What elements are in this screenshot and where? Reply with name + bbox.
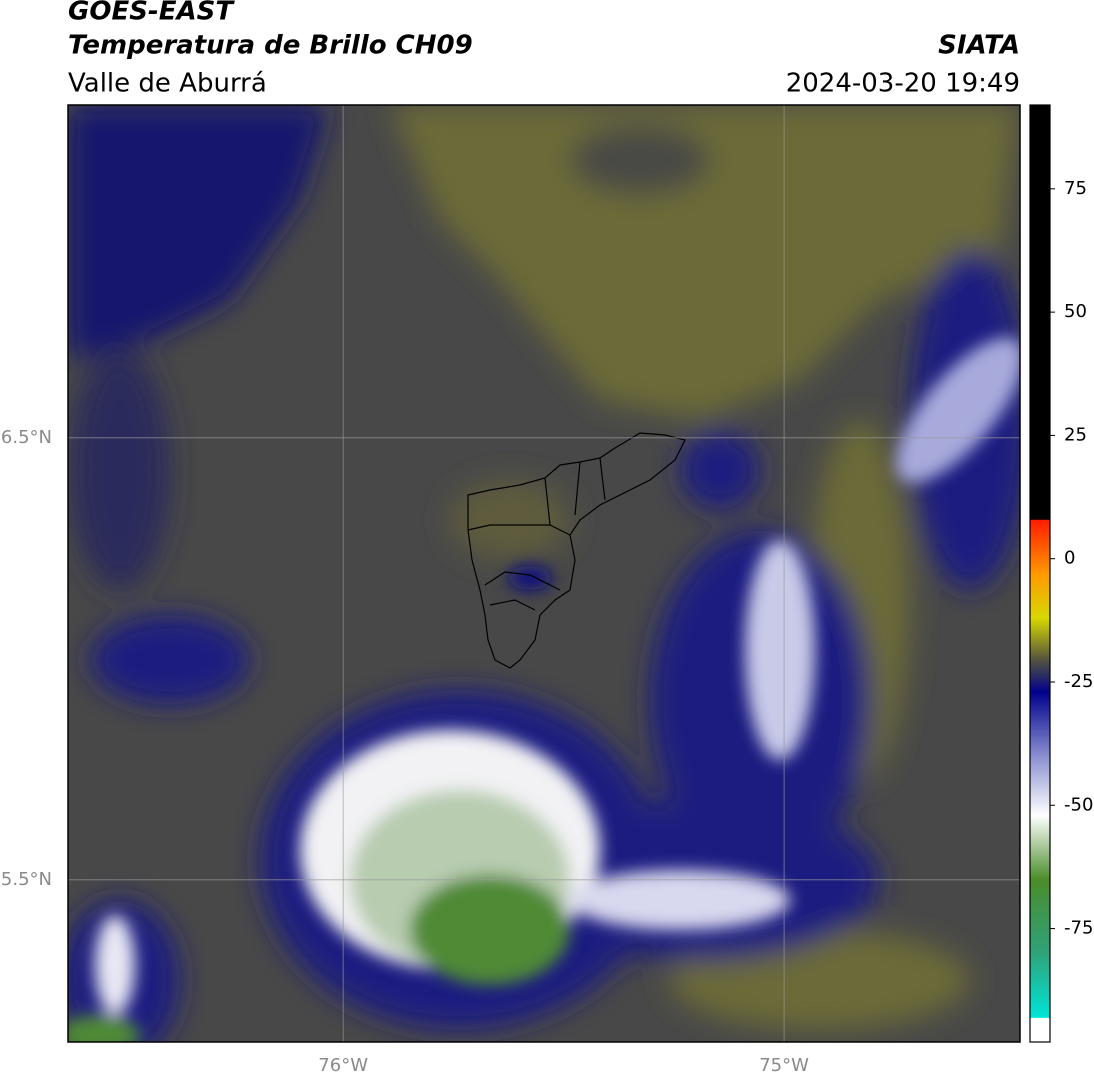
lat-label: 6.5°N <box>1 427 52 448</box>
colorbar-segment <box>1030 755 1050 816</box>
region: Valle de Aburrá <box>68 69 267 99</box>
colorbar-tick-label: -75 <box>1064 918 1093 939</box>
colorbar-segment <box>1030 879 1050 954</box>
source: SIATA <box>938 31 1020 61</box>
colorbar-tick-label: -25 <box>1064 671 1093 692</box>
colorbar-segment <box>1030 691 1050 757</box>
colorbar-frame <box>1029 104 1051 1043</box>
lat-label: 5.5°N <box>1 869 52 890</box>
colorbar-tick-label: -50 <box>1064 794 1093 815</box>
colorbar-tick-label: 75 <box>1064 178 1087 199</box>
colorbar-segment <box>1030 617 1050 658</box>
map-frame <box>67 104 1021 1043</box>
satellite-image <box>68 105 1020 1042</box>
colorbar-segment <box>1030 953 1050 1018</box>
colorbar-segment <box>1030 657 1050 693</box>
subtitle: Temperatura de Brillo CH09 <box>68 31 473 61</box>
lon-label: 76°W <box>318 1055 368 1076</box>
colorbar-segment <box>1030 815 1050 880</box>
colorbar-tick-label: 0 <box>1064 548 1075 569</box>
timestamp: 2024-03-20 19:49 <box>786 69 1020 99</box>
colorbar-segment <box>1030 1017 1050 1043</box>
colorbar-segment <box>1030 105 1050 520</box>
title: GOES-EAST <box>68 0 235 27</box>
colorbar-tick-label: 50 <box>1064 301 1087 322</box>
lon-label: 75°W <box>759 1055 809 1076</box>
colorbar-tick-label: 25 <box>1064 424 1087 445</box>
colorbar-segment <box>1030 519 1050 574</box>
colorbar-segment <box>1030 573 1050 619</box>
